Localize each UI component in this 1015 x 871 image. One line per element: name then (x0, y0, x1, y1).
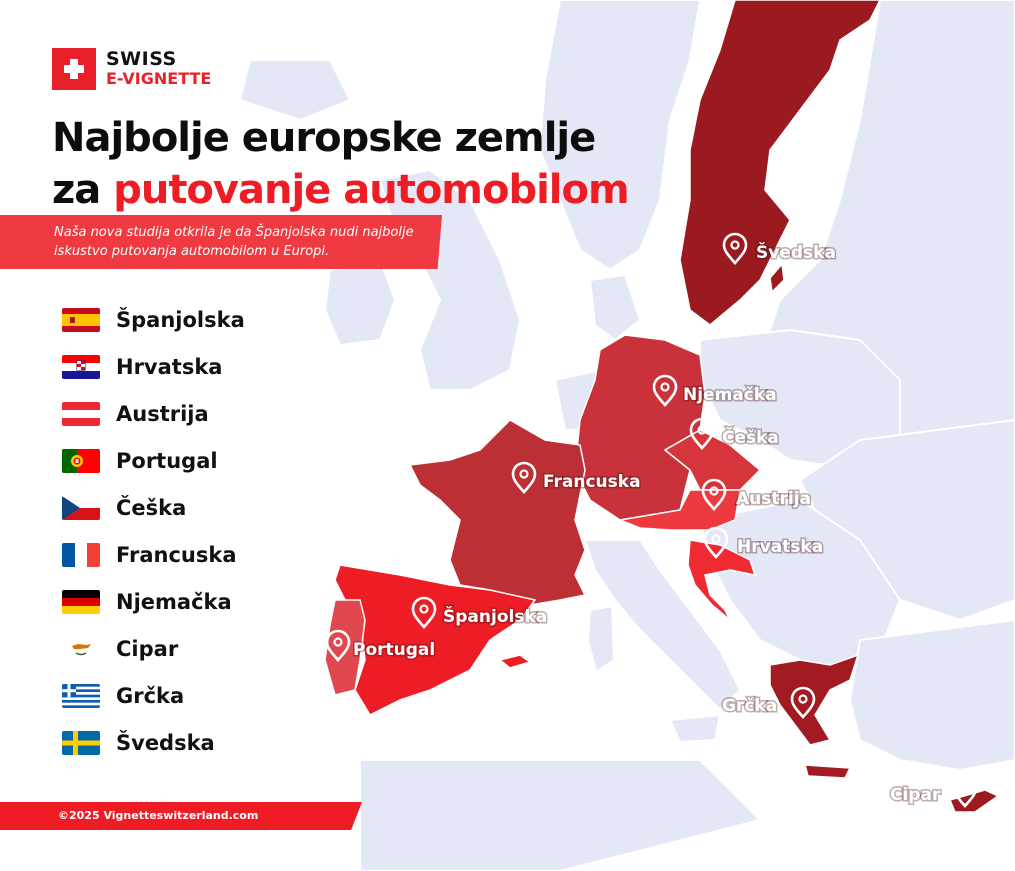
portugal-marker: Portugal (325, 629, 437, 662)
gotland-island (769, 262, 785, 294)
country-name: Cipar (116, 636, 179, 661)
list-item: Hrvatska (62, 343, 245, 390)
map-label-austria: Austrija (736, 489, 811, 509)
france-region (408, 419, 587, 606)
title-line2-prefix: za (52, 167, 114, 213)
pin-icon (701, 478, 727, 511)
list-item: Španjolska (62, 296, 245, 343)
map-label-cyprus: Cipar (890, 785, 941, 805)
pin-dot (711, 534, 721, 544)
brand-line1: SWISS (106, 48, 177, 70)
swiss-cross-icon (52, 48, 96, 90)
pin-dot (960, 783, 970, 793)
cyprus-marker: Cipar (889, 775, 978, 808)
subtitle-text: Naša nova studija otkrila je da Španjols… (54, 225, 414, 259)
country-name: Švedska (116, 730, 215, 755)
germany-region (574, 334, 706, 521)
country-name: Grčka (116, 683, 185, 708)
list-item: Francuska (62, 531, 245, 578)
germany-flag-icon (62, 589, 100, 614)
list-item: Cipar (62, 625, 245, 672)
list-item: Njemačka (62, 578, 245, 625)
country-ranking-list: Španjolska Hrvatska Austrija Portugal Če… (62, 296, 245, 766)
country-name: Francuska (116, 542, 237, 567)
title-line1: Najbolje europske zemlje (52, 115, 596, 161)
cyprus-flag-icon (62, 636, 100, 661)
subtitle-banner (0, 215, 442, 269)
map-label-sweden: Švedska (756, 241, 836, 263)
greece-marker: Grčka (721, 686, 816, 719)
pin-dot (660, 382, 670, 392)
map-label-france: Francuska (543, 472, 641, 492)
pin-dot (519, 469, 529, 479)
pin-icon (325, 629, 351, 662)
sweden-flag-icon (62, 730, 100, 755)
germany-marker: Njemačka (652, 374, 778, 407)
map-label-greece: Grčka (722, 696, 777, 716)
croatia-marker: Hrvatska (703, 526, 825, 559)
spain-marker: Španjolska (411, 596, 549, 629)
pin-icon (722, 232, 748, 265)
sweden-marker: Švedska (722, 232, 837, 265)
country-name: Španjolska (116, 307, 245, 332)
czechia-flag-icon (62, 495, 100, 520)
pin-dot (730, 240, 740, 250)
map-label-spain: Španjolska (443, 605, 547, 627)
country-name: Češka (116, 495, 187, 520)
country-name: Hrvatska (116, 354, 223, 379)
list-item: Portugal (62, 437, 245, 484)
map-label-germany: Njemačka (683, 385, 777, 405)
austria-region (617, 489, 741, 531)
pin-icon (790, 686, 816, 719)
pin-icon (652, 374, 678, 407)
pin-icon (411, 596, 437, 629)
map-label-czechia: Češka (722, 426, 779, 448)
footer-banner (0, 802, 362, 830)
list-item: Švedska (62, 719, 245, 766)
list-item: Češka (62, 484, 245, 531)
title-line2-accent: putovanje automobilom (113, 167, 629, 213)
pin-dot (697, 425, 707, 435)
list-item: Austrija (62, 390, 245, 437)
pin-icon (511, 461, 537, 494)
greece-flag-icon (62, 683, 100, 708)
balearic-islands (498, 654, 532, 669)
country-name: Austrija (116, 401, 209, 426)
portugal-flag-icon (62, 448, 100, 473)
map-label-portugal: Portugal (353, 640, 435, 660)
crete-island (803, 764, 852, 779)
country-name: Portugal (116, 448, 218, 473)
country-name: Njemačka (116, 589, 232, 614)
spain-flag-icon (62, 307, 100, 332)
pin-icon (952, 775, 978, 808)
cyprus-region (948, 789, 1000, 813)
title-line2: za putovanje automobilom (52, 164, 630, 216)
map-label-croatia: Hrvatska (737, 537, 823, 557)
brand-logo: SWISS E-VIGNETTE (52, 48, 211, 90)
pin-dot (798, 694, 808, 704)
page-title: Najbolje europske zemlje za putovanje au… (52, 112, 630, 216)
austria-flag-icon (62, 401, 100, 426)
france-flag-icon (62, 542, 100, 567)
brand-line2: E-VIGNETTE (106, 69, 212, 88)
pin-dot (419, 604, 429, 614)
list-item: Grčka (62, 672, 245, 719)
france-marker: Francuska (511, 461, 642, 494)
pin-icon (703, 526, 729, 559)
austria-marker: Austrija (701, 478, 813, 511)
croatia-flag-icon (62, 354, 100, 379)
pin-dot (709, 486, 719, 496)
pin-icon (689, 417, 715, 450)
copyright-text: ©2025 Vignetteswitzerland.com (58, 809, 259, 822)
map-markers: Švedska Njemačka Češka Francuska Austrij (325, 232, 978, 808)
highlighted-countries (324, 0, 1000, 813)
brand-name: SWISS E-VIGNETTE (106, 48, 212, 89)
croatia-region (687, 539, 757, 621)
pin-dot (333, 637, 343, 647)
sweden-region (679, 0, 881, 326)
czechia-marker: Češka (689, 417, 780, 450)
